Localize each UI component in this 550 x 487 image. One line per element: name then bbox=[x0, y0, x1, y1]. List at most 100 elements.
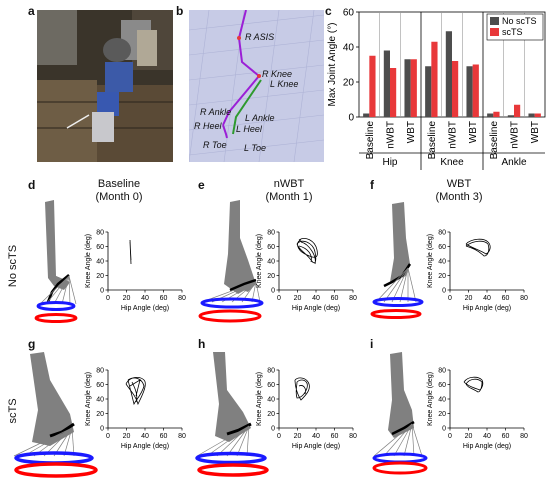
hip-knee-trajectory bbox=[129, 239, 132, 265]
x-tick-label: 20 bbox=[294, 295, 302, 302]
y-tick-label: 0 bbox=[100, 426, 104, 433]
legend-swatch-scts bbox=[490, 28, 499, 36]
bar-ankle-baseline-no-scts bbox=[487, 113, 494, 117]
marker-label-l-knee: L Knee bbox=[270, 79, 299, 89]
marker-label-l-heel: L Heel bbox=[236, 124, 262, 134]
hip-knee-trajectory bbox=[125, 376, 146, 406]
bar-knee-baseline-no-scts bbox=[425, 66, 432, 117]
panel-label-f: f bbox=[370, 178, 374, 192]
x-tick-label: 40 bbox=[312, 295, 320, 302]
x-tick-label: WBT bbox=[530, 121, 541, 143]
y-tick-label: 20 bbox=[96, 273, 104, 280]
marker-label-l-toe: L Toe bbox=[244, 143, 267, 153]
y-tick-label: 60 bbox=[438, 244, 446, 251]
y-tick-label: 20 bbox=[96, 411, 104, 418]
col-title-nwbt-sub: (Month 1) bbox=[265, 191, 313, 203]
y-axis-label: Knee Angle (deg) bbox=[256, 372, 263, 426]
y-tick-label: 0 bbox=[271, 426, 275, 433]
x-tick-label: 0 bbox=[448, 433, 452, 440]
panel-label-h: h bbox=[198, 337, 206, 351]
stick-figure-baseline-scts bbox=[13, 352, 98, 478]
col-title-baseline-name: Baseline bbox=[97, 178, 141, 190]
col-title-nwbt: nWBT (Month 1) bbox=[229, 178, 349, 204]
row-label-no-scts: No scTS bbox=[7, 244, 19, 288]
y-tick-label: 60 bbox=[96, 382, 104, 389]
x-tick-label: Baseline bbox=[489, 121, 500, 160]
stick-figure-nwbt-no-scts bbox=[198, 200, 264, 323]
y-tick-label: 80 bbox=[438, 368, 446, 375]
marker-label-l-ankle: L Ankle bbox=[245, 113, 275, 123]
x-tick-label: 20 bbox=[123, 295, 131, 302]
y-tick-label: 0 bbox=[348, 113, 354, 124]
x-tick-label: 60 bbox=[331, 295, 339, 302]
stick-figure-baseline-no-scts bbox=[34, 200, 78, 323]
x-tick-label: 80 bbox=[178, 433, 186, 440]
stick-figure-nwbt-scts bbox=[195, 352, 269, 477]
x-tick-label: 0 bbox=[277, 295, 281, 302]
x-tick-label: 80 bbox=[520, 433, 528, 440]
bar-hip-wbt-scts bbox=[410, 59, 417, 117]
bar-hip-baseline-no-scts bbox=[363, 113, 370, 117]
panel-label-d: d bbox=[28, 178, 36, 192]
bar-ankle-baseline-scts bbox=[493, 111, 500, 117]
bar-knee-nwbt-no-scts bbox=[445, 31, 452, 117]
x-tick-label: 20 bbox=[465, 295, 473, 302]
y-tick-label: 60 bbox=[438, 382, 446, 389]
hip-knee-plot-nwbt-no-scts: 0 20 40 60 80 0 20 40 60 80 Hip Angle (deg) Knee An… bbox=[256, 230, 357, 313]
x-tick-label: 80 bbox=[178, 295, 186, 302]
y-tick-label: 20 bbox=[343, 78, 355, 89]
bar-hip-baseline-scts bbox=[369, 55, 376, 117]
legend-label-no-scts: No scTS bbox=[502, 16, 537, 26]
hip-knee-trajectory bbox=[465, 238, 491, 257]
hip-knee-trajectory bbox=[296, 238, 318, 265]
col-title-wbt: WBT (Month 3) bbox=[399, 178, 519, 204]
marker-label-r-asis: R ASIS bbox=[245, 32, 275, 42]
y-tick-label: 0 bbox=[100, 288, 104, 295]
y-tick-label: 60 bbox=[96, 244, 104, 251]
x-tick-label: WBT bbox=[468, 121, 479, 143]
x-tick-label: nWBT bbox=[510, 121, 521, 149]
y-tick-label: 80 bbox=[96, 368, 104, 375]
bar-ankle-wbt-no-scts bbox=[528, 113, 535, 117]
y-tick-label: 60 bbox=[267, 382, 275, 389]
y-tick-label: 40 bbox=[267, 397, 275, 404]
stick-figure-wbt-scts bbox=[372, 352, 428, 475]
hip-knee-plot-baseline-scts: 0 20 40 60 80 0 20 40 60 80 Hip Angle (deg) Knee An… bbox=[85, 368, 186, 451]
panel-label-b: b bbox=[176, 4, 184, 18]
y-tick-label: 60 bbox=[267, 244, 275, 251]
bar-ankle-nwbt-scts bbox=[514, 104, 521, 117]
x-tick-label: 0 bbox=[448, 295, 452, 302]
y-axis-label: Knee Angle (deg) bbox=[427, 372, 434, 426]
x-axis-label: Hip Angle (deg) bbox=[121, 443, 169, 450]
hip-knee-plot-nwbt-scts: 0 20 40 60 80 0 20 40 60 80 Hip Angle (deg) Knee An… bbox=[256, 368, 357, 451]
stick-figure-wbt-no-scts bbox=[370, 202, 424, 319]
x-tick-label: 20 bbox=[294, 433, 302, 440]
y-tick-label: 40 bbox=[96, 259, 104, 266]
y-tick-label: 80 bbox=[438, 230, 446, 237]
col-title-baseline: Baseline (Month 0) bbox=[59, 178, 179, 204]
marker-diagram bbox=[188, 9, 325, 163]
marker-label-r-ankle: R Ankle bbox=[200, 107, 232, 117]
y-axis-label: Knee Angle (deg) bbox=[85, 234, 92, 288]
x-axis-label: Hip Angle (deg) bbox=[463, 305, 511, 312]
x-tick-label: 80 bbox=[349, 295, 357, 302]
y-axis-label: Max Joint Angle (°) bbox=[327, 22, 338, 106]
marker-label-r-knee: R Knee bbox=[262, 69, 293, 79]
marker-label-r-heel: R Heel bbox=[194, 121, 222, 131]
bar-hip-nwbt-scts bbox=[390, 68, 397, 117]
x-tick-label: 40 bbox=[483, 295, 491, 302]
panel-label-c: c bbox=[325, 4, 332, 18]
x-tick-label: 0 bbox=[277, 433, 281, 440]
y-tick-label: 80 bbox=[267, 368, 275, 375]
col-title-wbt-sub: (Month 3) bbox=[435, 191, 483, 203]
x-axis-label: Hip Angle (deg) bbox=[463, 443, 511, 450]
hip-knee-trajectory bbox=[294, 377, 310, 401]
y-tick-label: 40 bbox=[438, 259, 446, 266]
y-axis-label: Knee Angle (deg) bbox=[85, 372, 92, 426]
bar-knee-wbt-no-scts bbox=[466, 66, 473, 117]
group-label: Ankle bbox=[501, 157, 526, 168]
x-tick-label: 80 bbox=[349, 433, 357, 440]
x-tick-label: 40 bbox=[483, 433, 491, 440]
y-tick-label: 80 bbox=[267, 230, 275, 237]
panel-label-e: e bbox=[198, 178, 205, 192]
